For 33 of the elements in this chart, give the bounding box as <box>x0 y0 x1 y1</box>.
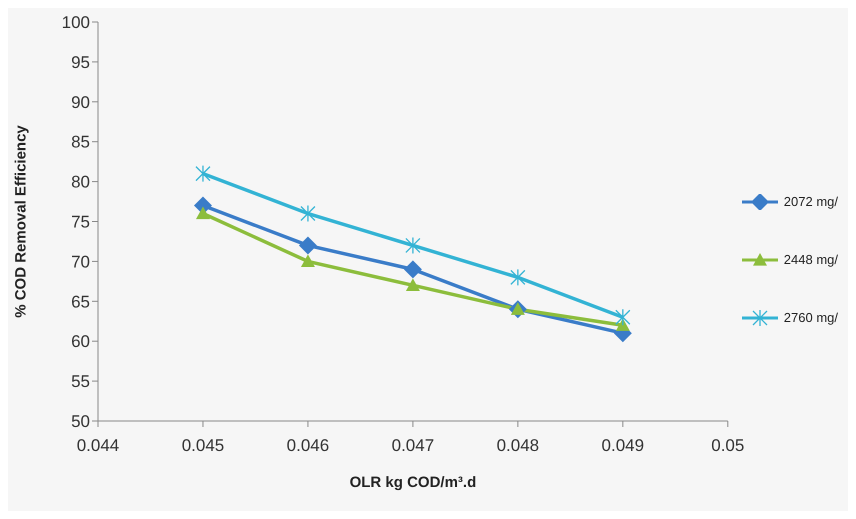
point <box>615 308 630 326</box>
y-tick-label: 60 <box>71 332 90 352</box>
y-tick-label: 50 <box>71 412 90 432</box>
y-axis-title: % COD Removal Efficiency <box>12 124 30 318</box>
y-tick-label: 70 <box>71 252 90 272</box>
x-tick-label: 0.047 <box>392 436 434 456</box>
y-tick-label: 100 <box>62 13 90 32</box>
x-tick-label: 0.045 <box>182 436 224 456</box>
x-tick-label: 0.046 <box>286 436 330 456</box>
x-tick-label: 0.049 <box>602 436 644 456</box>
point <box>405 236 421 254</box>
point <box>298 236 317 254</box>
legend-label: 2760 mg/ <box>784 310 838 325</box>
point <box>404 260 422 278</box>
y-tick-label: 65 <box>71 292 90 312</box>
point <box>195 164 211 182</box>
point <box>196 206 210 220</box>
point <box>406 278 420 291</box>
y-tick-label: 95 <box>71 52 90 72</box>
y-tick-label: 55 <box>71 372 90 392</box>
y-tick-label: 80 <box>71 172 90 192</box>
point <box>510 268 526 286</box>
point <box>300 254 315 267</box>
x-tick-label: 0.044 <box>76 436 120 456</box>
x-axis-title: OLR kg COD/m³.d <box>350 474 476 491</box>
legend-label: 2072 mg/ <box>784 194 838 209</box>
y-tick-label: 75 <box>71 212 90 232</box>
y-tick-label: 85 <box>71 132 90 152</box>
point <box>300 204 316 222</box>
legend-label: 2448 mg/ <box>784 252 838 267</box>
x-tick-label: 0.048 <box>496 436 540 456</box>
x-tick-label: 0.05 <box>711 436 744 456</box>
y-tick-label: 90 <box>71 92 90 112</box>
